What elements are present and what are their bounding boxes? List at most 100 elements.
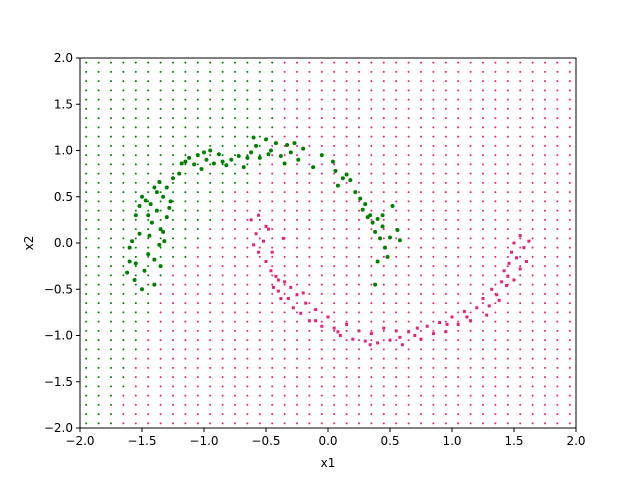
grid-point	[209, 117, 212, 120]
grid-point	[457, 394, 460, 397]
grid-point	[420, 274, 422, 277]
grid-point	[457, 366, 460, 369]
grid-point	[221, 357, 224, 360]
grid-point	[519, 274, 522, 277]
grid-point	[234, 70, 236, 73]
grid-point	[457, 376, 460, 379]
data-point-class-0	[268, 148, 273, 153]
grid-point	[320, 274, 323, 277]
grid-point	[134, 181, 137, 184]
data-point-class-0	[157, 242, 162, 247]
grid-point	[444, 246, 447, 249]
grid-point	[147, 98, 150, 101]
grid-point	[544, 89, 546, 92]
grid-point	[395, 80, 398, 83]
grid-point	[258, 413, 261, 416]
grid-point	[469, 403, 472, 406]
data-point-class-1	[295, 293, 299, 297]
data-point-class-0	[370, 220, 375, 225]
grid-point	[519, 154, 522, 157]
grid-point	[333, 89, 336, 92]
grid-point	[196, 172, 199, 175]
grid-point	[184, 154, 187, 157]
grid-point	[234, 200, 236, 203]
grid-point	[172, 237, 174, 240]
grid-point	[85, 329, 88, 332]
grid-point	[308, 228, 311, 231]
grid-point	[296, 237, 298, 240]
axis-ticks-layer: −2.0 −1.5 −1.0 −0.5 0.0 0.5 1.0 1.5 2.0−2.0−1.5−…	[44, 51, 586, 448]
grid-point	[209, 283, 212, 286]
grid-point	[246, 320, 249, 323]
grid-point	[147, 181, 150, 184]
grid-point	[196, 246, 199, 249]
data-point-class-0	[340, 176, 345, 181]
grid-point	[271, 200, 274, 203]
grid-point	[382, 70, 385, 73]
grid-point	[469, 154, 472, 157]
grid-point	[296, 209, 298, 212]
grid-point	[333, 181, 336, 184]
grid-point	[333, 126, 336, 129]
grid-point	[320, 320, 323, 323]
grid-point	[544, 237, 546, 240]
grid-point	[345, 117, 348, 120]
grid-point	[457, 154, 460, 157]
grid-point	[147, 422, 150, 425]
grid-point	[407, 403, 410, 406]
grid-point	[420, 154, 422, 157]
grid-point	[469, 237, 472, 240]
grid-point	[420, 357, 422, 360]
grid-point	[506, 394, 509, 397]
grid-point	[296, 302, 298, 305]
grid-point	[444, 302, 447, 305]
grid-point	[196, 80, 199, 83]
grid-point	[234, 107, 236, 110]
grid-point	[85, 135, 88, 138]
grid-point	[308, 339, 311, 342]
grid-point	[271, 117, 274, 120]
grid-point	[134, 385, 137, 388]
grid-point	[184, 413, 187, 416]
grid-point	[246, 200, 249, 203]
data-point-class-0	[365, 215, 370, 220]
grid-point	[432, 385, 435, 388]
y-tick-label: 2.0	[54, 51, 73, 65]
grid-point	[209, 209, 212, 212]
grid-point	[296, 135, 298, 138]
grid-point	[358, 135, 360, 138]
grid-point	[122, 366, 125, 369]
grid-point	[134, 246, 137, 249]
grid-point	[159, 366, 162, 369]
grid-point	[320, 237, 323, 240]
grid-point	[184, 366, 187, 369]
grid-point	[85, 422, 88, 425]
grid-point	[407, 422, 410, 425]
grid-point	[482, 181, 484, 184]
data-point-class-1	[527, 239, 531, 243]
grid-point	[85, 181, 88, 184]
grid-point	[172, 89, 174, 92]
grid-point	[358, 283, 360, 286]
grid-point	[420, 283, 422, 286]
grid-point	[395, 348, 398, 351]
grid-point	[358, 61, 360, 64]
grid-point	[556, 163, 559, 166]
grid-point	[407, 154, 410, 157]
grid-point	[184, 200, 187, 203]
grid-point	[147, 274, 150, 277]
grid-point	[469, 200, 472, 203]
grid-point	[234, 172, 236, 175]
grid-point	[122, 89, 125, 92]
grid-point	[531, 237, 534, 240]
grid-point	[519, 70, 522, 73]
grid-point	[85, 218, 88, 221]
grid-point	[122, 357, 125, 360]
grid-point	[320, 255, 323, 258]
grid-point	[333, 107, 336, 110]
grid-point	[110, 366, 112, 369]
grid-point	[110, 98, 112, 101]
grid-point	[209, 218, 212, 221]
grid-point	[382, 311, 385, 314]
grid-point	[519, 200, 522, 203]
